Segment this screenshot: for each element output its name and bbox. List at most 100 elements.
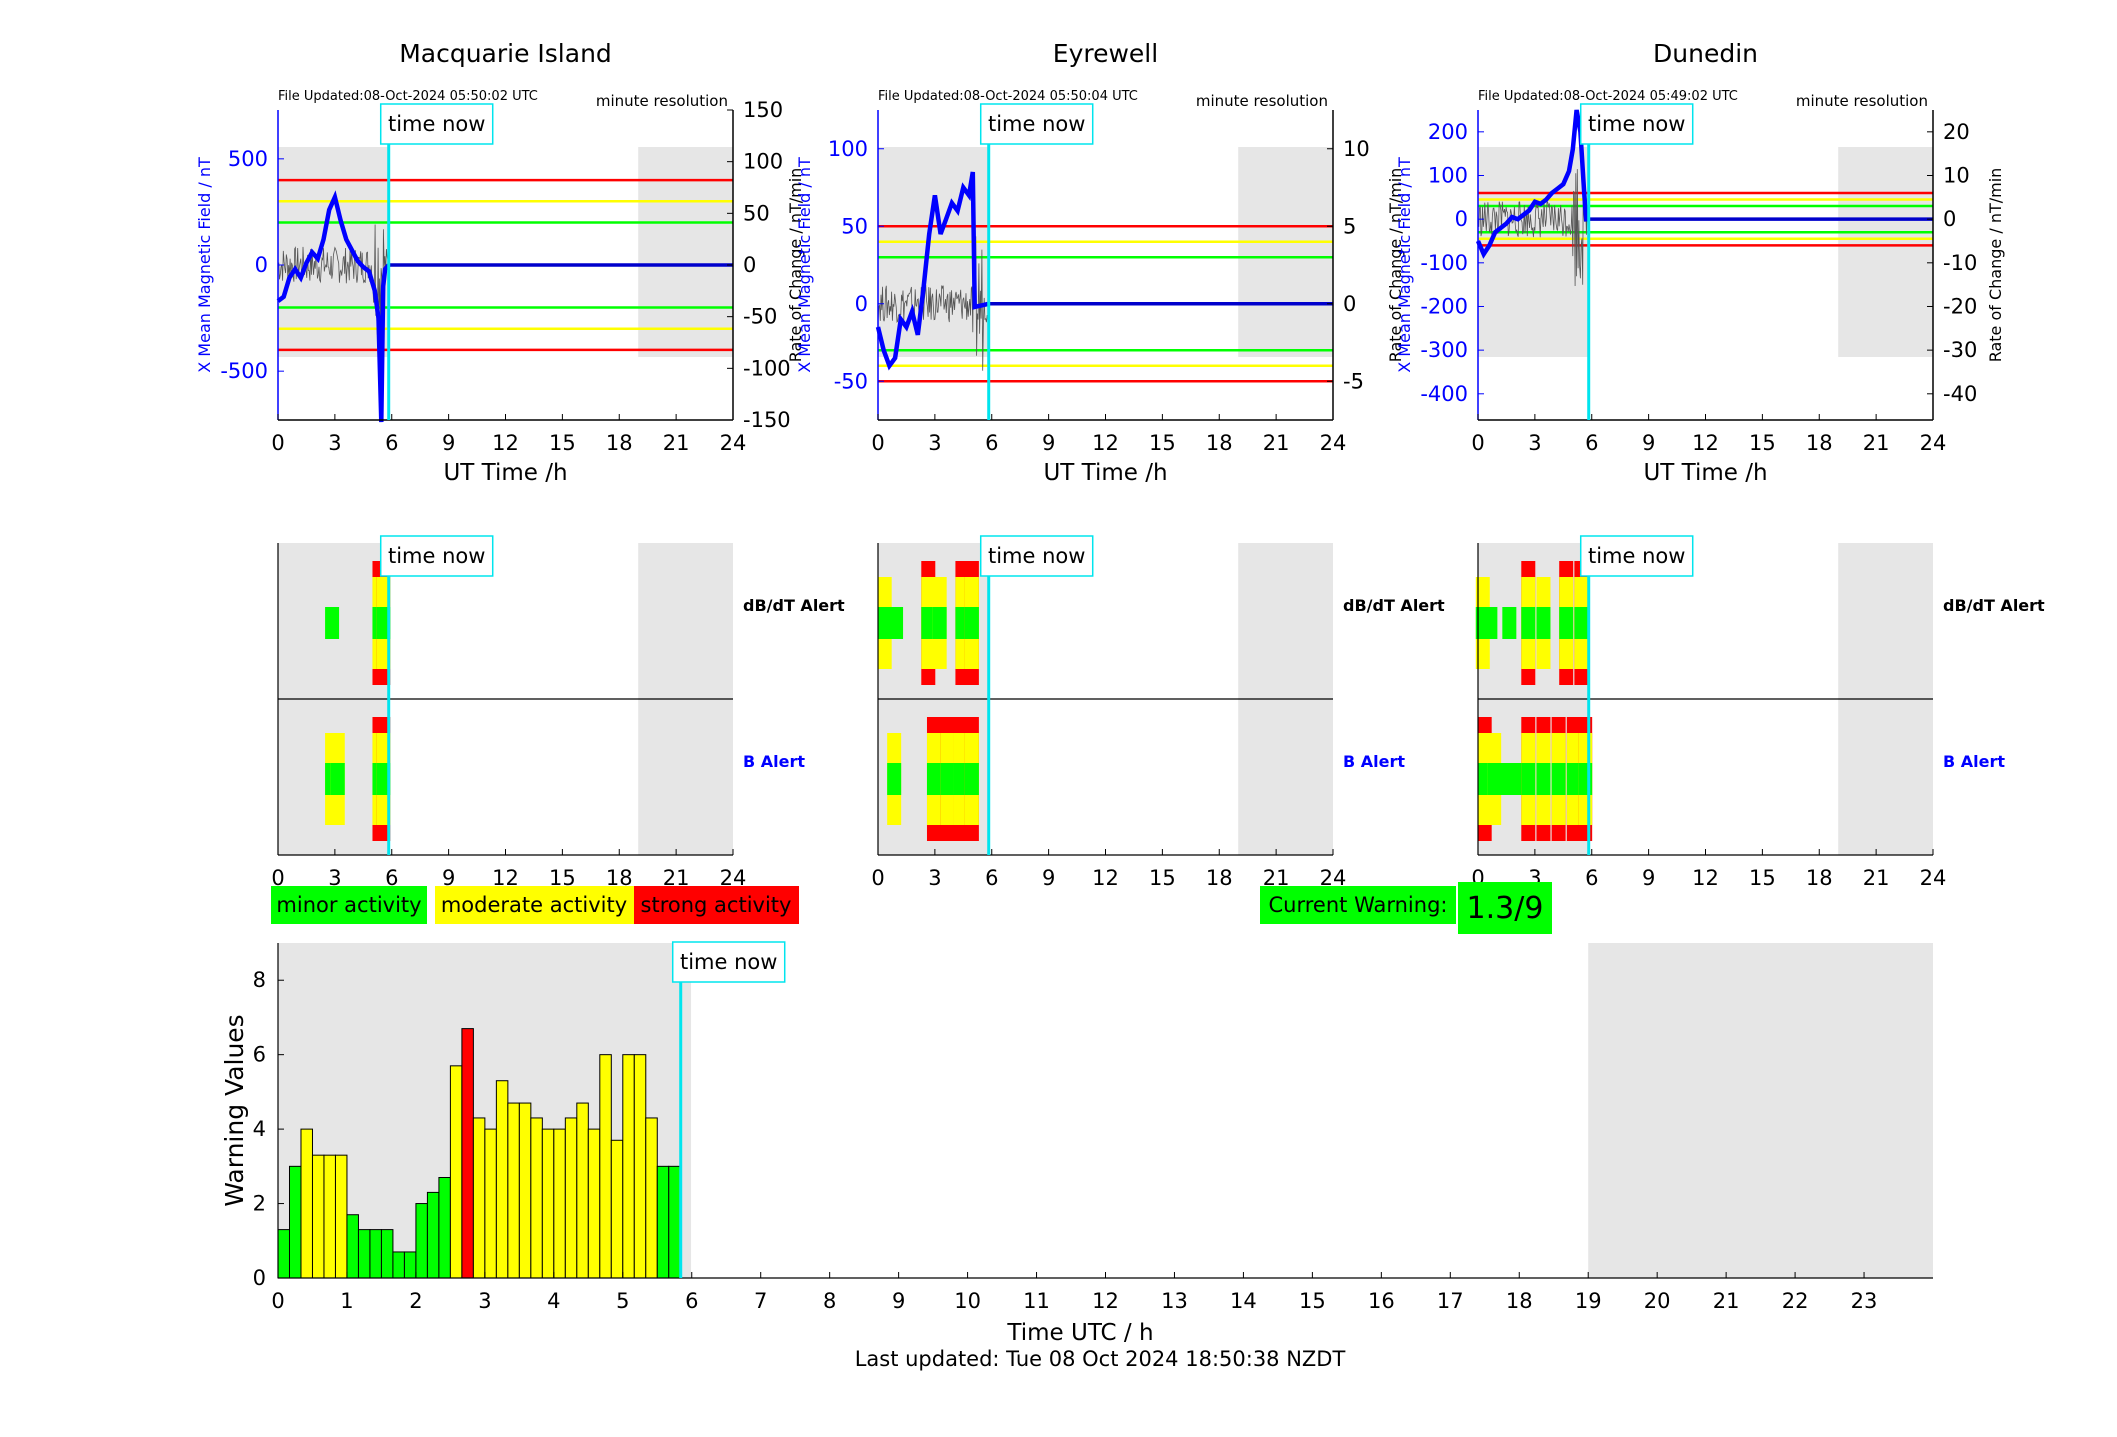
left-tick-label: -50	[834, 369, 868, 393]
time-now-box	[379, 103, 494, 145]
warning-bar	[323, 1154, 336, 1279]
warning-x-tick-label: 0	[271, 1289, 284, 1313]
left-tick-label: -200	[1420, 294, 1468, 318]
warning-x-tick-label: 10	[954, 1289, 981, 1313]
dbdt-alert-label: dB/dT Alert	[1943, 596, 2045, 615]
night-shading	[278, 147, 389, 357]
left-tick-label: 50	[841, 214, 868, 238]
left-tick-label: -100	[1420, 251, 1468, 275]
warning-x-tick-label: 15	[1299, 1289, 1326, 1313]
left-tick-label: 500	[228, 147, 268, 171]
warning-bar	[633, 1054, 647, 1279]
left-tick-label: -500	[220, 359, 268, 383]
rate-of-change-trace	[877, 235, 989, 371]
alert-minor-mark	[376, 607, 391, 639]
alert-minor-mark	[940, 763, 955, 795]
right-y-label: Rate of Change / nT/min	[1386, 168, 1405, 363]
left-tick-label: -300	[1420, 338, 1468, 362]
alert-minor-mark	[964, 763, 979, 795]
x-tick-label: 0	[871, 431, 884, 455]
alert-minor-mark	[1551, 763, 1566, 795]
b-alert-label: B Alert	[743, 752, 805, 771]
x-tick-label: 15	[1749, 431, 1776, 455]
warning-x-tick-label: 13	[1161, 1289, 1188, 1313]
x-tick-label: 24	[1920, 431, 1947, 455]
alert-minor-mark	[1559, 607, 1574, 639]
alert-minor-mark	[1566, 763, 1581, 795]
warning-bar	[553, 1128, 566, 1279]
station-panel-0: Macquarie Island5000-500150100500-50-100…	[195, 39, 845, 890]
warning-y-tick-label: 0	[253, 1266, 266, 1290]
warning-x-tick-label: 23	[1851, 1289, 1878, 1313]
resolution-note: minute resolution	[1196, 92, 1328, 110]
alert-x-tick-label: 15	[1149, 866, 1176, 890]
right-tick-label: 20	[1943, 120, 1970, 144]
time-now-label: time now	[988, 112, 1085, 136]
station-panel-2: Dunedin2001000-100-200-300-40020100-10-2…	[1395, 39, 2045, 890]
warning-x-tick-label: 4	[547, 1289, 560, 1313]
warning-bar	[380, 1229, 394, 1279]
warning-time-now-label: time now	[680, 950, 777, 974]
x-tick-label: 24	[720, 431, 747, 455]
x-tick-label: 6	[985, 431, 998, 455]
warning-bar	[357, 1229, 371, 1279]
right-tick-label: 10	[1943, 163, 1970, 187]
warning-x-tick-label: 17	[1437, 1289, 1464, 1313]
x-tick-label: 3	[328, 431, 341, 455]
warning-x-tick-label: 3	[478, 1289, 491, 1313]
station-panels: Macquarie Island5000-500150100500-50-100…	[195, 39, 2045, 890]
x-tick-label: 12	[1092, 431, 1119, 455]
right-tick-label: -50	[743, 305, 777, 329]
alert-minor-mark	[325, 607, 340, 639]
warning-x-tick-label: 7	[754, 1289, 767, 1313]
file-updated-note: File Updated:08-Oct-2024 05:50:02 UTC	[278, 89, 538, 104]
x-tick-label: 6	[385, 431, 398, 455]
left-tick-label: 0	[1455, 207, 1468, 231]
warning-x-tick-label: 21	[1713, 1289, 1740, 1313]
x-tick-label: 9	[442, 431, 455, 455]
x-tick-label: 24	[1320, 431, 1347, 455]
warning-y-tick-label: 4	[253, 1117, 266, 1141]
right-tick-label: 10	[1343, 137, 1370, 161]
warning-x-tick-label: 16	[1368, 1289, 1395, 1313]
alert-minor-mark	[1502, 607, 1517, 639]
x-tick-label: 0	[1471, 431, 1484, 455]
activity-legend: minor activity moderate activity strong …	[271, 886, 799, 924]
alert-x-tick-label: 9	[442, 866, 455, 890]
station-title: Dunedin	[1653, 39, 1758, 68]
warning-bar	[300, 1128, 313, 1279]
mean-field-trace	[276, 190, 391, 423]
alert-minor-mark	[932, 607, 947, 639]
warning-x-tick-label: 22	[1782, 1289, 1809, 1313]
x-tick-label: 3	[928, 431, 941, 455]
alert-x-tick-label: 12	[1692, 866, 1719, 890]
alert-minor-mark	[926, 763, 941, 795]
warning-x-tick-label: 6	[685, 1289, 698, 1313]
right-tick-label: -40	[1943, 382, 1977, 406]
warning-x-tick-label: 19	[1575, 1289, 1602, 1313]
warning-bar	[564, 1117, 578, 1279]
warning-bar	[541, 1128, 555, 1279]
alert-time-now-label: time now	[988, 544, 1085, 568]
alert-minor-mark	[1536, 607, 1551, 639]
warning-bar	[403, 1251, 417, 1279]
alert-time-now-label: time now	[388, 544, 485, 568]
alert-x-tick-label: 18	[1206, 866, 1233, 890]
right-y-label: Rate of Change / nT/min	[786, 168, 805, 363]
alert-minor-mark	[921, 607, 936, 639]
x-axis-label: UT Time /h	[443, 460, 567, 486]
warning-bar	[599, 1054, 612, 1279]
x-tick-label: 15	[549, 431, 576, 455]
alert-x-tick-label: 0	[871, 866, 884, 890]
warning-x-tick-label: 14	[1230, 1289, 1257, 1313]
warning-x-label: Time UTC / h	[1006, 1320, 1153, 1346]
alert-x-tick-label: 6	[985, 866, 998, 890]
warning-x-tick-label: 9	[892, 1289, 905, 1313]
right-tick-label: -30	[1943, 338, 1977, 362]
legend-strong-swatch	[634, 886, 799, 924]
mean-field-trace	[875, 171, 990, 371]
right-tick-label: 50	[743, 201, 770, 225]
